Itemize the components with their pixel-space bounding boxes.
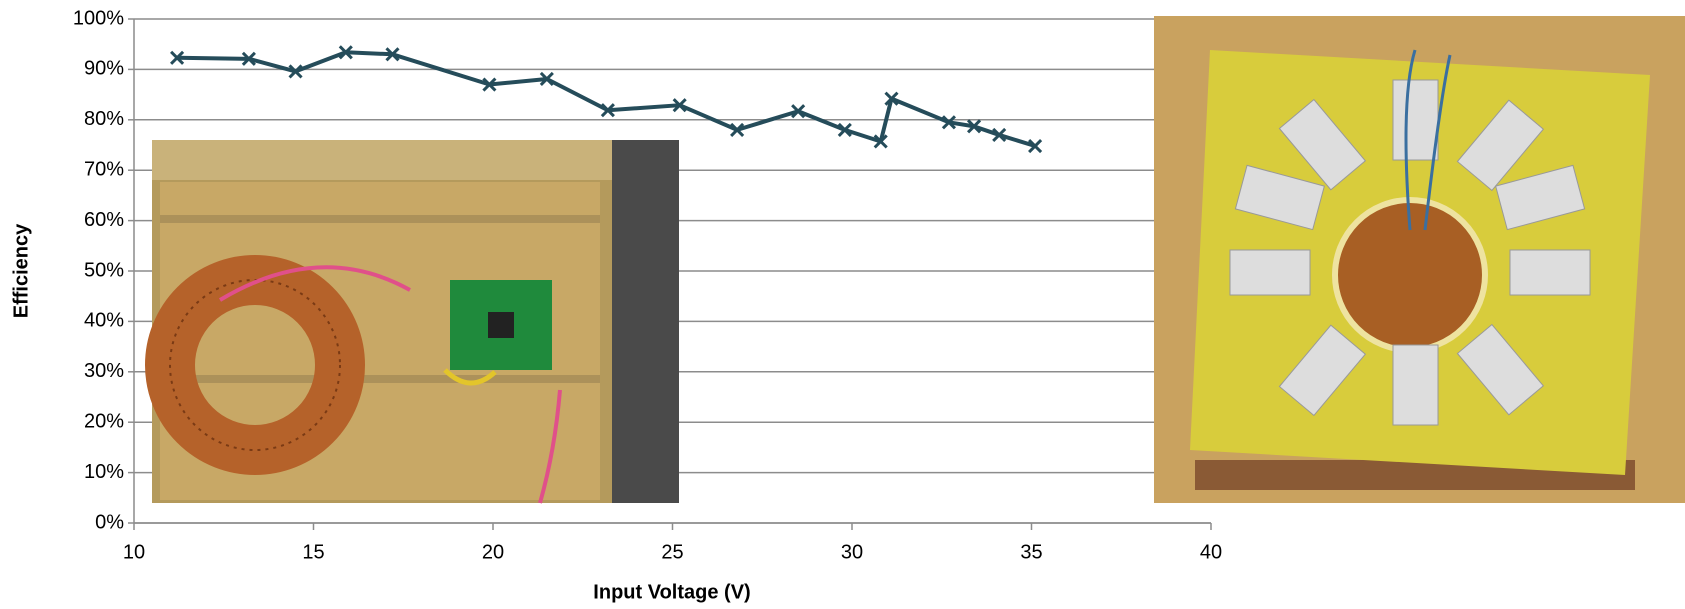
y-tick-label: 70% — [84, 158, 124, 180]
y-tick-label: 50% — [84, 259, 124, 281]
y-tick-label: 0% — [95, 511, 124, 533]
board-photo — [1154, 16, 1685, 503]
y-tick-label: 10% — [84, 461, 124, 483]
x-tick-label: 25 — [661, 541, 683, 563]
x-tick-label: 35 — [1020, 541, 1042, 563]
y-tick-label: 20% — [84, 410, 124, 432]
y-tick-label: 90% — [84, 58, 124, 80]
x-tick-label: 10 — [123, 541, 145, 563]
photos — [152, 16, 1685, 503]
y-tick-label: 100% — [73, 7, 124, 29]
y-tick-label: 30% — [84, 360, 124, 382]
x-tick-label: 40 — [1200, 541, 1222, 563]
x-tick-label: 30 — [841, 541, 863, 563]
y-tick-label: 40% — [84, 310, 124, 332]
y-axis-title: Efficiency — [10, 223, 32, 318]
series-line — [177, 52, 1035, 146]
x-tick-label: 15 — [302, 541, 324, 563]
inset-photo — [152, 140, 679, 503]
x-axis-title: Input Voltage (V) — [593, 581, 750, 603]
chart: 0% 10% 20% 30% 40% 50% 60% 70% 80% 90% 100% 10 15 20 2… — [0, 0, 1685, 609]
y-tick-label: 60% — [84, 209, 124, 231]
y-tick-label: 80% — [84, 108, 124, 130]
x-tick-label: 20 — [482, 541, 504, 563]
